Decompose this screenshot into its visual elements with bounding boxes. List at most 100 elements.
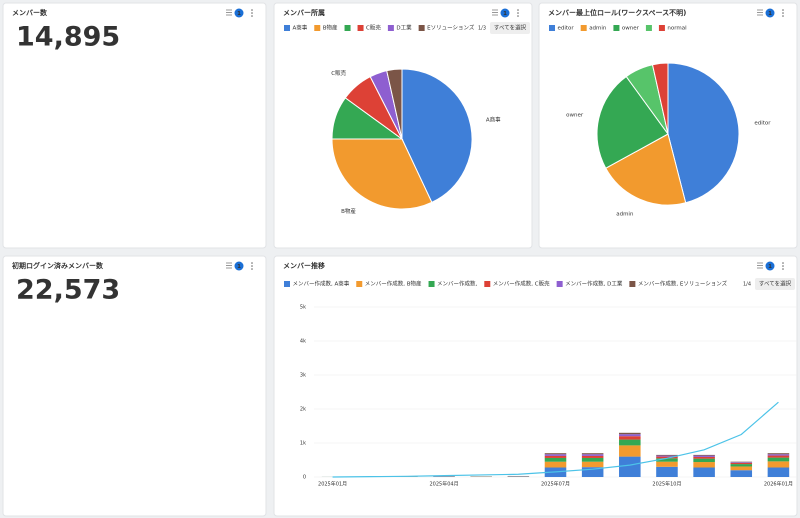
slice-label: editor: [754, 121, 771, 127]
menu-dot[interactable]: [782, 9, 784, 11]
y-tick-label: 5k: [300, 305, 306, 311]
menu-dot[interactable]: [251, 265, 253, 267]
select-all-label[interactable]: すべてを選択: [494, 24, 527, 32]
bar-segment: [656, 461, 678, 467]
filter-icon[interactable]: [492, 9, 498, 16]
legend-label: メンバー作成数, C販売: [493, 280, 550, 288]
card: [273, 255, 798, 517]
badge-count: 1: [237, 264, 241, 270]
bar-segment: [693, 455, 715, 457]
badge-count: 1: [503, 11, 507, 17]
menu-dot[interactable]: [251, 15, 253, 17]
pie-slice: [605, 133, 687, 206]
bar-segment: [693, 467, 715, 477]
menu-dot[interactable]: [782, 265, 784, 267]
badge: [765, 8, 775, 18]
bar-segment: [581, 453, 604, 455]
badge: [765, 261, 775, 271]
pie-slice: [401, 68, 473, 204]
menu-dot[interactable]: [517, 12, 519, 14]
pie-slice: [596, 75, 669, 169]
filter-icon[interactable]: [226, 262, 232, 269]
bar-segment: [730, 462, 753, 463]
menu-dot[interactable]: [251, 262, 253, 264]
legend-label: normal: [667, 26, 687, 32]
bar-segment: [656, 466, 678, 477]
legend-swatch: [357, 25, 364, 31]
legend-label: メンバー作成数,: [437, 280, 478, 288]
card: [2, 2, 267, 249]
menu-dot[interactable]: [782, 12, 784, 14]
menu-dot[interactable]: [251, 9, 253, 11]
legend-label: Eソリューションズ: [427, 24, 475, 32]
bar-segment: [767, 457, 790, 462]
legend-label: A商事: [293, 24, 308, 32]
select-all-button[interactable]: [490, 22, 530, 34]
bar-segment: [730, 470, 753, 477]
bar-segment: [656, 455, 678, 457]
bar-segment: [619, 432, 641, 435]
badge-count: 1: [768, 264, 772, 270]
menu-dot[interactable]: [782, 15, 784, 17]
y-tick-label: 2k: [300, 407, 306, 413]
bar-segment: [767, 461, 790, 468]
legend-swatch: [658, 25, 665, 31]
line-series: [332, 401, 779, 478]
card: [2, 255, 267, 517]
bar-segment: [619, 456, 641, 477]
bar-segment: [730, 462, 753, 465]
card-title: メンバー推移: [283, 261, 325, 270]
menu-dot[interactable]: [251, 268, 253, 270]
legend-pager: 1/4: [743, 282, 751, 288]
bar-segment: [767, 467, 790, 477]
legend-swatch: [580, 25, 587, 31]
slice-label: B物産: [341, 207, 356, 215]
legend-label: B物産: [323, 24, 338, 32]
legend-swatch: [387, 25, 394, 31]
x-tick-label: 2025年07月: [541, 481, 570, 488]
legend-swatch: [645, 25, 652, 31]
bar-segment: [544, 455, 567, 458]
select-all-button[interactable]: [755, 278, 795, 290]
bar-segment: [767, 453, 790, 455]
legend-swatch: [428, 281, 435, 287]
bar-segment: [544, 461, 567, 468]
legend-swatch: [314, 25, 321, 31]
badge-count: 1: [768, 11, 772, 17]
filter-icon[interactable]: [757, 9, 763, 16]
bar-segment: [656, 454, 678, 456]
legend-label: メンバー作成数, Eソリューションズ: [638, 280, 728, 288]
menu-dot[interactable]: [782, 268, 784, 270]
legend-swatch: [418, 25, 425, 31]
badge: [234, 8, 244, 18]
menu-dot[interactable]: [517, 9, 519, 11]
badge-count: 1: [237, 11, 241, 17]
bar-segment: [619, 434, 641, 437]
legend-swatch: [356, 281, 363, 287]
select-all-label[interactable]: すべてを選択: [759, 280, 792, 288]
kpi-value: 14,895: [16, 22, 120, 53]
menu-dot[interactable]: [782, 262, 784, 264]
y-tick-label: 0: [303, 475, 306, 481]
bar-segment: [544, 457, 567, 462]
legend-swatch: [629, 281, 636, 287]
legend-swatch: [344, 25, 351, 31]
legend-pager: 1/3: [478, 26, 486, 32]
card-title: メンバー所属: [283, 8, 325, 17]
menu-dot[interactable]: [251, 12, 253, 14]
y-tick-label: 1k: [300, 441, 306, 447]
card-title: メンバー数: [12, 8, 48, 17]
bar-segment: [581, 467, 604, 477]
badge: [500, 8, 510, 18]
bar-segment: [730, 464, 753, 467]
card-title: 初期ログイン済みメンバー数: [12, 261, 104, 270]
card-title: メンバー最上位ロール(ワークスペース不明): [548, 8, 686, 17]
menu-dot[interactable]: [517, 15, 519, 17]
filter-icon[interactable]: [226, 9, 232, 16]
legend-label: C販売: [366, 24, 381, 32]
legend-label: メンバー作成数, B物産: [365, 280, 422, 288]
bar-segment: [656, 458, 678, 462]
bar-segment: [544, 454, 567, 456]
filter-icon[interactable]: [757, 262, 763, 269]
bar-segment: [619, 436, 641, 440]
